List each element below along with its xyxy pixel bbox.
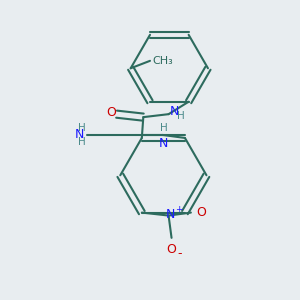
Text: H: H (160, 122, 168, 133)
Text: CH₃: CH₃ (152, 56, 173, 66)
Text: O: O (106, 106, 116, 119)
Text: N: N (75, 128, 85, 141)
Text: -: - (177, 247, 182, 260)
Text: N: N (170, 105, 179, 118)
Text: O: O (196, 206, 206, 219)
Text: +: + (175, 205, 183, 214)
Text: N: N (165, 208, 175, 220)
Text: O: O (167, 243, 176, 256)
Text: H: H (78, 136, 86, 146)
Text: H: H (78, 122, 86, 133)
Text: N: N (158, 137, 168, 150)
Text: H: H (177, 111, 184, 121)
